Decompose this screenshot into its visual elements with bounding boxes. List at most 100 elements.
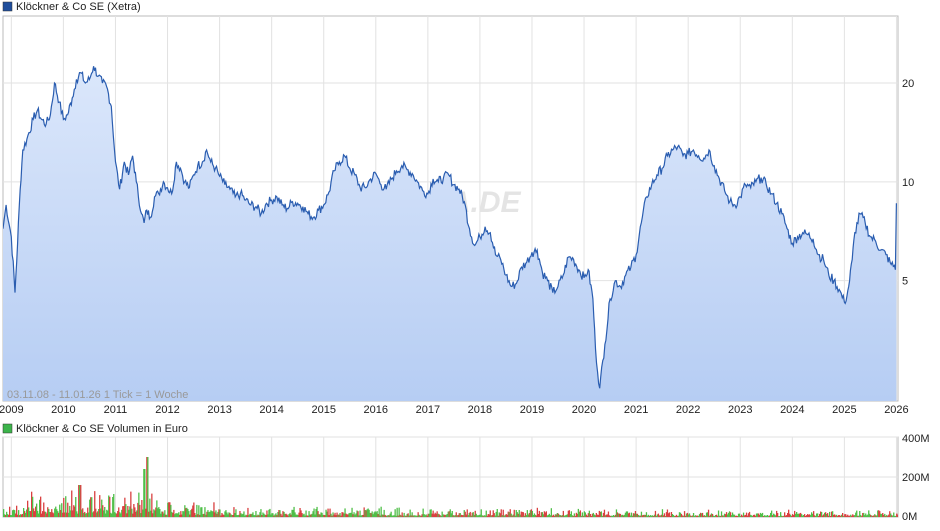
volume-bar xyxy=(319,514,321,517)
volume-bar xyxy=(788,509,790,517)
volume-bar xyxy=(365,510,367,517)
volume-bar xyxy=(597,514,599,517)
volume-bar xyxy=(853,515,855,517)
volume-bar xyxy=(428,513,430,517)
volume-bar xyxy=(228,512,230,517)
volume-bar xyxy=(813,511,815,517)
volume-bar xyxy=(412,515,414,517)
volume-bar xyxy=(21,514,23,517)
volume-bar xyxy=(866,515,868,517)
volume-bar xyxy=(102,505,104,517)
volume-bar xyxy=(889,511,891,517)
volume-bar xyxy=(112,497,114,517)
volume-bar xyxy=(785,515,787,517)
x-tick-label: 2024 xyxy=(780,404,804,416)
volume-bar xyxy=(792,514,794,517)
volume-bar xyxy=(479,514,481,517)
volume-bar xyxy=(891,515,893,517)
volume-bar xyxy=(39,499,41,517)
volume-bar xyxy=(221,513,223,517)
volume-bar xyxy=(173,509,175,517)
volume-bar xyxy=(767,515,769,517)
volume-bar xyxy=(239,511,241,517)
volume-bar xyxy=(757,513,760,517)
x-tick-label: 2026 xyxy=(884,404,908,416)
volume-bar xyxy=(215,510,217,517)
volume-bar xyxy=(603,509,606,517)
volume-bar xyxy=(612,515,615,517)
volume-bar xyxy=(158,507,160,517)
volume-bar xyxy=(868,510,870,517)
volume-bar xyxy=(642,514,645,517)
volume-bar xyxy=(747,513,750,517)
volume-bar xyxy=(31,491,33,517)
volume-bar xyxy=(94,491,96,517)
volume-bar xyxy=(131,508,133,517)
volume-bar xyxy=(773,513,775,517)
volume-bar xyxy=(48,508,50,517)
volume-bar xyxy=(141,500,143,517)
volume-bar xyxy=(842,513,844,517)
volume-bar xyxy=(186,507,188,517)
volume-bar xyxy=(38,513,40,517)
volume-bar xyxy=(41,513,43,517)
volume-bar xyxy=(576,513,578,517)
volume-bar xyxy=(297,514,299,517)
volume-bar xyxy=(273,515,275,517)
volume-bar xyxy=(614,514,617,517)
volume-bar xyxy=(592,512,594,517)
volume-bar xyxy=(589,514,591,517)
volume-bar xyxy=(534,514,536,517)
volume-bar xyxy=(164,510,166,517)
volume-bar xyxy=(508,512,510,517)
volume-bar xyxy=(590,515,592,517)
volume-bar xyxy=(489,510,491,517)
volume-bar xyxy=(301,513,303,517)
volume-bar xyxy=(821,512,823,517)
volume-bar xyxy=(399,514,401,517)
volume-bar xyxy=(481,515,483,517)
volume-bar xyxy=(438,514,440,517)
volume-bar xyxy=(841,514,843,517)
volume-bar xyxy=(249,513,251,517)
volume-bar xyxy=(217,511,219,517)
volume-bar xyxy=(381,514,383,517)
volume-bar xyxy=(148,511,150,517)
volume-bar xyxy=(652,516,655,517)
volume-bar xyxy=(885,515,887,517)
volume-bar xyxy=(897,514,898,517)
volume-bar xyxy=(504,514,506,517)
volume-bar xyxy=(653,514,656,517)
volume-bar xyxy=(541,512,543,517)
volume-bar xyxy=(893,512,895,517)
volume-bar xyxy=(449,509,451,517)
volume-bar xyxy=(441,511,443,517)
volume-bar xyxy=(265,515,267,517)
volume-bar xyxy=(371,511,373,517)
volume-bar xyxy=(68,512,70,517)
volume-bar xyxy=(549,515,551,517)
volume-bar xyxy=(522,512,524,517)
volume-bar xyxy=(873,515,875,517)
volume-bar xyxy=(151,493,153,517)
volume-bar xyxy=(514,515,516,517)
volume-bar xyxy=(503,515,505,517)
volume-bar xyxy=(471,512,473,517)
x-tick-label: 2022 xyxy=(676,404,700,416)
volume-bar xyxy=(717,510,720,517)
volume-bar xyxy=(252,512,254,517)
volume-bar xyxy=(786,515,788,517)
volume-bar xyxy=(244,515,246,517)
volume-bar xyxy=(212,511,214,517)
volume-bar xyxy=(379,515,381,517)
volume-bar xyxy=(820,511,822,517)
volume-bar xyxy=(181,514,183,517)
volume-bar xyxy=(696,515,699,517)
volume-bar xyxy=(807,514,809,517)
volume-bar xyxy=(376,511,378,517)
volume-bar xyxy=(51,509,53,517)
volume-bar xyxy=(697,515,700,517)
volume-bar xyxy=(595,513,597,517)
volume-bar xyxy=(804,514,806,517)
volume-bar xyxy=(720,511,723,517)
